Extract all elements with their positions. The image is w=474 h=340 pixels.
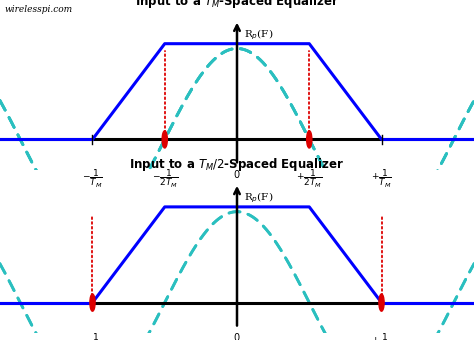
Text: $-\dfrac{1}{2T_M}$: $-\dfrac{1}{2T_M}$ — [152, 168, 178, 190]
Text: $0$: $0$ — [233, 331, 241, 340]
Title: Input to a $T_M/2$-Spaced Equalizer: Input to a $T_M/2$-Spaced Equalizer — [129, 156, 345, 173]
Ellipse shape — [162, 131, 167, 148]
Text: $+\dfrac{1}{T_M}$: $+\dfrac{1}{T_M}$ — [371, 168, 392, 190]
Ellipse shape — [307, 131, 312, 148]
Text: $-\dfrac{1}{T_M}$: $-\dfrac{1}{T_M}$ — [82, 331, 103, 340]
Text: $+\dfrac{1}{2T_M}$: $+\dfrac{1}{2T_M}$ — [296, 168, 322, 190]
Text: R$_p$(F): R$_p$(F) — [244, 191, 273, 205]
Text: $0$: $0$ — [233, 168, 241, 180]
Text: $+\dfrac{1}{T_M}$: $+\dfrac{1}{T_M}$ — [371, 331, 392, 340]
Ellipse shape — [90, 294, 95, 311]
Text: $-\dfrac{1}{T_M}$: $-\dfrac{1}{T_M}$ — [82, 168, 103, 190]
Text: R$_p$(F): R$_p$(F) — [244, 28, 273, 42]
Ellipse shape — [379, 294, 384, 311]
Text: wirelesspi.com: wirelesspi.com — [5, 5, 73, 14]
Title: Input to a $T_M$-Spaced Equalizer: Input to a $T_M$-Spaced Equalizer — [135, 0, 339, 10]
